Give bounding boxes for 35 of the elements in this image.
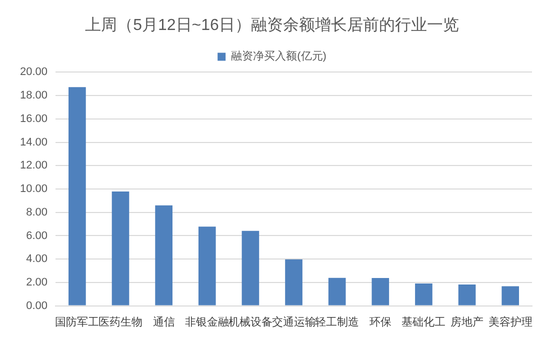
x-tick-label: 房地产 bbox=[450, 315, 484, 328]
y-tick-label: 4.00 bbox=[26, 253, 48, 266]
bar bbox=[68, 87, 86, 306]
y-tick-label: 20.00 bbox=[20, 66, 48, 78]
bar bbox=[458, 284, 476, 306]
x-tick-label: 美容护理 bbox=[488, 315, 532, 328]
x-tick-label: 基础化工 bbox=[402, 315, 446, 328]
x-tick-label: 非银金融 bbox=[185, 315, 230, 328]
bar bbox=[155, 205, 172, 306]
x-tick-label: 机械设备 bbox=[228, 315, 272, 328]
y-tick-label: 0.00 bbox=[26, 300, 48, 312]
bar bbox=[415, 283, 432, 306]
x-tick-label: 环保 bbox=[369, 316, 392, 328]
y-tick-label: 16.00 bbox=[20, 112, 48, 125]
bar bbox=[372, 278, 390, 306]
x-tick-label: 医药生物 bbox=[98, 315, 142, 328]
y-tick-label: 14.00 bbox=[20, 136, 48, 148]
bar bbox=[242, 230, 260, 306]
y-tick-label: 2.00 bbox=[26, 276, 48, 288]
x-tick-label: 通信 bbox=[152, 315, 175, 328]
y-tick-label: 10.00 bbox=[20, 183, 48, 196]
legend-label: 融资净买入额(亿元) bbox=[231, 50, 326, 63]
bar bbox=[502, 286, 520, 306]
chart-title: 上周（5月12日~16日）融资余额增长居前的行业一览 bbox=[85, 16, 459, 34]
y-tick-label: 12.00 bbox=[20, 160, 48, 172]
y-tick-label: 8.00 bbox=[26, 206, 48, 218]
bar bbox=[328, 278, 346, 306]
bar bbox=[112, 191, 130, 306]
y-tick-label: 6.00 bbox=[26, 230, 48, 242]
x-tick-label: 国防军工 bbox=[55, 315, 100, 328]
x-tick-label: 轻工制造 bbox=[315, 315, 360, 328]
y-tick-label: 18.00 bbox=[20, 90, 48, 102]
bar bbox=[198, 226, 216, 306]
bar bbox=[285, 259, 302, 306]
x-tick-label: 交通运输 bbox=[272, 315, 316, 328]
